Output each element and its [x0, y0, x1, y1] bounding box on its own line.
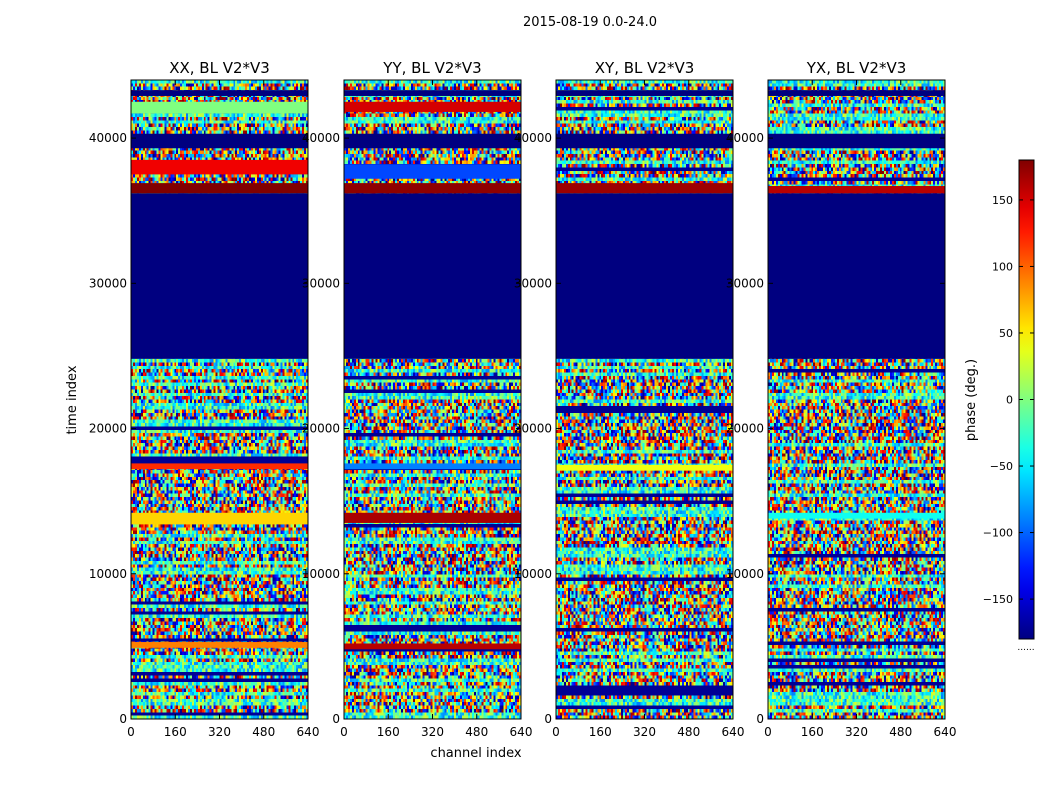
x-tick-label: 160 [377, 725, 400, 739]
panel-4: YX, BL V2*V3 0 160 320 480 640 0 10000 20000 3000… [726, 59, 957, 739]
x-tick-label: 480 [252, 725, 275, 739]
panel-title: YY, BL V2*V3 [382, 59, 481, 77]
x-tick-label: 0 [340, 725, 348, 739]
y-axis-label: time index [65, 365, 80, 434]
phase-band [344, 512, 521, 523]
x-tick-label: 480 [889, 725, 912, 739]
y-tick-label: 40000 [302, 131, 340, 145]
x-tick-label: 320 [208, 725, 231, 739]
y-tick-label: 20000 [89, 422, 127, 436]
phase-band [131, 642, 308, 648]
x-tick-label: 320 [633, 725, 656, 739]
phase-band [131, 101, 308, 114]
phase-band [344, 101, 521, 112]
y-tick-label: 0 [544, 712, 552, 726]
phase-band [344, 164, 521, 179]
phase-band [131, 193, 308, 359]
phase-band [131, 159, 308, 175]
y-tick-label: 10000 [514, 567, 552, 581]
x-tick-label: 320 [421, 725, 444, 739]
panels-group: XX, BL V2*V3 0 160 320 480 640 0 10000 20000 3000… [89, 59, 957, 739]
panel-2: YY, BL V2*V3 0 160 320 480 640 0 10000 20000 3000… [302, 59, 533, 739]
phase-band [344, 183, 521, 194]
phase-band [131, 183, 308, 194]
phase-band [556, 90, 733, 96]
x-tick-label: 0 [552, 725, 560, 739]
y-tick-label: 40000 [726, 131, 764, 145]
phase-band [768, 133, 945, 149]
x-tick-label: 640 [934, 725, 957, 739]
panel-3: XY, BL V2*V3 0 160 320 480 640 0 10000 20000 3000… [514, 59, 745, 739]
phase-band [131, 133, 308, 149]
x-tick-label: 320 [845, 725, 868, 739]
colorbar-tick-label: −100 [983, 527, 1013, 540]
phase-band [768, 512, 945, 519]
y-tick-label: 20000 [514, 422, 552, 436]
panel-title: XX, BL V2*V3 [169, 59, 270, 77]
y-tick-label: 0 [119, 712, 127, 726]
colorbar-tick-label: 150 [992, 194, 1013, 207]
x-tick-label: 640 [722, 725, 745, 739]
phase-band [344, 90, 521, 96]
phase-raster [131, 80, 308, 719]
figure-title: 2015-08-19 0.0-24.0 [523, 15, 657, 30]
y-tick-label: 30000 [302, 276, 340, 290]
panel-title: XY, BL V2*V3 [595, 59, 695, 77]
x-tick-label: 0 [127, 725, 135, 739]
phase-band [556, 464, 733, 471]
colorbar-tick-label: −50 [990, 460, 1013, 473]
x-tick-label: 0 [764, 725, 772, 739]
phase-band [344, 463, 521, 470]
colorbar-tick-label: −150 [983, 593, 1013, 606]
y-tick-label: 40000 [514, 131, 552, 145]
phase-band [131, 463, 308, 470]
colorbar-tick-label: 50 [999, 327, 1013, 340]
phase-band [556, 183, 733, 194]
phase-band [344, 643, 521, 650]
y-tick-label: 20000 [302, 422, 340, 436]
x-tick-label: 640 [510, 725, 533, 739]
phase-band [768, 90, 945, 96]
colorbar-tick-label: 0 [1006, 394, 1013, 407]
phase-band [556, 133, 733, 149]
x-tick-label: 640 [297, 725, 320, 739]
colorbar-label: phase (deg.) [964, 359, 979, 441]
y-tick-label: 30000 [726, 276, 764, 290]
y-tick-label: 30000 [89, 276, 127, 290]
x-tick-label: 160 [801, 725, 824, 739]
y-tick-label: 10000 [302, 567, 340, 581]
panel-1: XX, BL V2*V3 0 160 320 480 640 0 10000 20000 3000… [89, 59, 320, 739]
phase-band [768, 186, 945, 194]
y-tick-label: 30000 [514, 276, 552, 290]
y-tick-label: 40000 [89, 131, 127, 145]
x-tick-label: 480 [677, 725, 700, 739]
phase-band [556, 193, 733, 359]
y-tick-label: 10000 [726, 567, 764, 581]
phase-band [768, 193, 945, 359]
y-tick-label: 0 [756, 712, 764, 726]
colorbar-tick-label: 100 [992, 260, 1013, 273]
x-tick-label: 160 [589, 725, 612, 739]
colorbar-footnote: ...... [1017, 643, 1034, 653]
phase-raster [768, 80, 945, 719]
panel-title: YX, BL V2*V3 [806, 59, 907, 77]
y-tick-label: 0 [332, 712, 340, 726]
phase-band [131, 90, 308, 96]
phase-band [344, 133, 521, 149]
colorbar: 150 100 50 0 −50 −100 −150 [983, 159, 1035, 640]
y-tick-label: 20000 [726, 422, 764, 436]
phase-raster [556, 80, 733, 719]
x-tick-label: 160 [164, 725, 187, 739]
x-tick-label: 480 [465, 725, 488, 739]
phase-band [344, 193, 521, 359]
x-axis-label: channel index [430, 746, 521, 761]
y-tick-label: 10000 [89, 567, 127, 581]
phase-band [131, 512, 308, 525]
